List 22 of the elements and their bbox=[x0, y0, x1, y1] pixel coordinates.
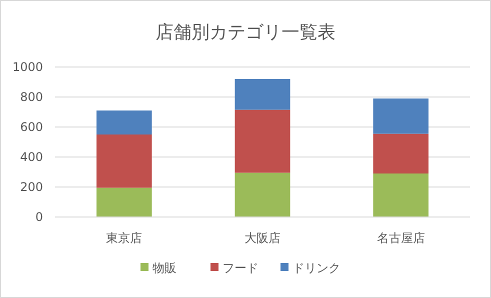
bar bbox=[373, 174, 428, 217]
bar bbox=[96, 134, 152, 188]
y-tick-label: 1000 bbox=[12, 60, 43, 74]
bar bbox=[373, 134, 428, 174]
legend-label: ドリンク bbox=[292, 261, 340, 276]
bar bbox=[96, 188, 152, 217]
bar bbox=[96, 110, 152, 134]
y-tick-label: 400 bbox=[20, 150, 43, 164]
bar bbox=[234, 172, 290, 217]
x-tick-label: 大阪店 bbox=[244, 231, 280, 245]
bar bbox=[373, 98, 428, 134]
x-tick-label: 東京店 bbox=[106, 231, 142, 245]
legend-label: フード bbox=[222, 261, 258, 276]
y-tick-label: 0 bbox=[35, 210, 43, 224]
y-tick-label: 600 bbox=[20, 120, 43, 134]
bar bbox=[234, 110, 290, 173]
chart-title: 店舗別カテゴリ一覧表 bbox=[156, 22, 336, 43]
y-tick-label: 800 bbox=[20, 90, 43, 104]
x-tick-label: 名古屋店 bbox=[376, 231, 425, 245]
y-tick-label: 200 bbox=[20, 180, 43, 194]
legend-label: 物販 bbox=[152, 261, 176, 276]
bar bbox=[234, 79, 290, 110]
